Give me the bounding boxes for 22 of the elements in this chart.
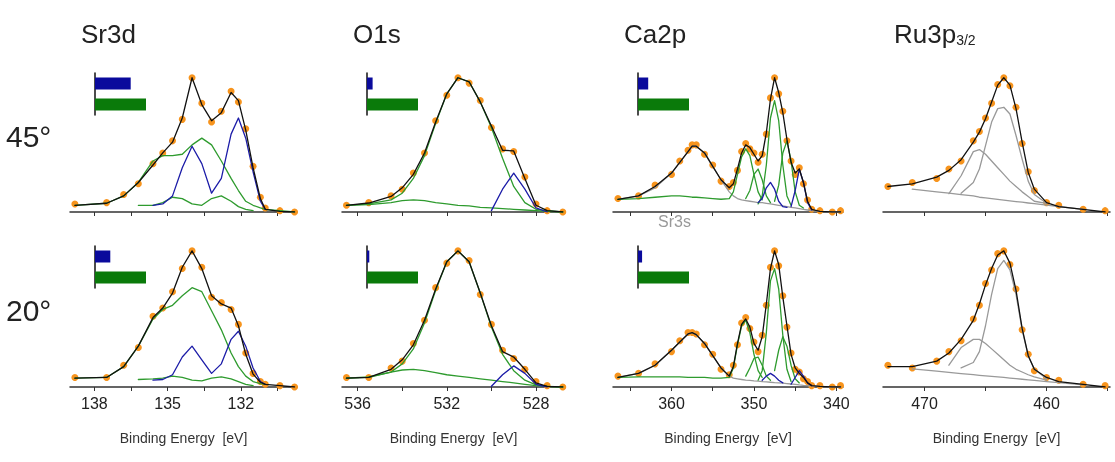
y-axis-title: 45° — [6, 120, 52, 153]
chart-title: Sr3d — [81, 19, 136, 49]
x-axis-title: Binding Energy [eV] — [389, 430, 518, 446]
text: Sr3s — [658, 212, 691, 230]
chart-title: O1s — [353, 19, 401, 49]
x-tick-label: 532 — [433, 394, 461, 412]
chart-title: Ru3p3/2 — [894, 19, 976, 49]
x-tick-label: 132 — [227, 394, 255, 412]
x-tick-label: 360 — [658, 394, 685, 412]
x-tick-label: 350 — [740, 394, 768, 412]
x-axis-title: Binding Energy [eV] — [932, 430, 1061, 446]
x-tick-label: 536 — [344, 394, 372, 412]
x-tick-label: 528 — [522, 394, 550, 412]
x-tick-label: 340 — [823, 394, 850, 412]
x-axis-title: Binding Energy [eV] — [119, 430, 248, 446]
x-tick-label: 460 — [1033, 394, 1060, 412]
x-tick-label: 135 — [154, 394, 182, 412]
y-axis-title: 20° — [6, 294, 52, 327]
x-tick-label: 470 — [911, 394, 938, 412]
chart-title: Ca2p — [624, 19, 687, 49]
x-axis-title: Binding Energy [eV] — [664, 430, 792, 446]
x-tick-label: 138 — [81, 394, 108, 412]
